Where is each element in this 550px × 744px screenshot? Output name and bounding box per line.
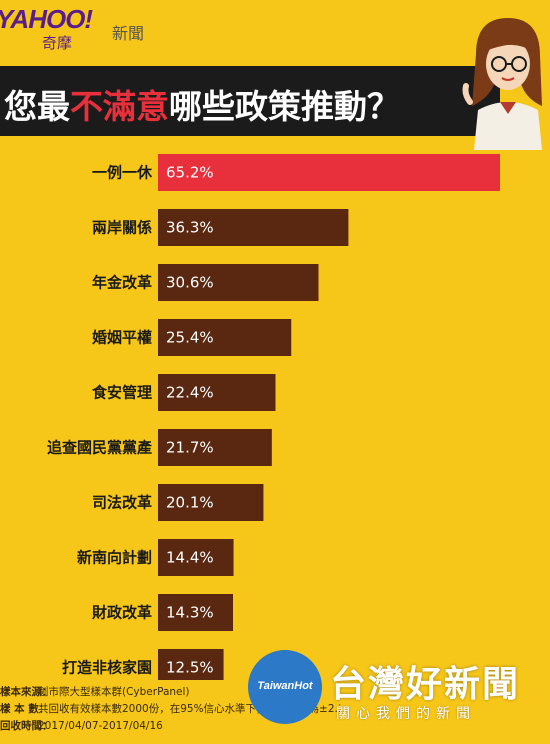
bar-10 (158, 649, 224, 680)
footer-text: 2017/04/07-2017/04/16 (38, 720, 163, 732)
bar-chart: 一例一休 65.2% 兩岸關係 36.3% 年金改革 30.6% 婚姻平權 25.4% 食安管理… (47, 154, 500, 680)
value-label: 14.3% (166, 604, 214, 622)
title-suffix: 哪些政策推動？ (169, 87, 400, 126)
value-label: 20.1% (166, 494, 214, 512)
bar-7 (158, 484, 264, 521)
chart-title: 您最不滿意哪些政策推動？ (4, 80, 400, 128)
category-label: 兩岸關係 (92, 219, 152, 237)
value-label: 21.7% (166, 439, 214, 457)
watermark-logo-icon (248, 650, 322, 724)
value-label: 36.3% (166, 219, 214, 237)
bar-4 (158, 319, 292, 356)
footer-line-date: 回收時間：2017/04/07-2017/04/16 (0, 718, 340, 735)
category-label: 司法改革 (92, 494, 152, 512)
category-label: 年金改革 (92, 274, 152, 292)
bar-3 (158, 264, 319, 301)
bar-5 (158, 374, 276, 411)
bar-8 (158, 539, 234, 576)
title-highlight: 不滿意 (70, 87, 169, 126)
value-label: 30.6% (166, 274, 214, 292)
mascot-illustration-icon (462, 18, 542, 150)
watermark-subtitle: 關心我們的新聞 (336, 706, 476, 722)
value-label: 22.4% (166, 384, 214, 402)
value-label: 25.4% (166, 329, 214, 347)
category-label: 財政改革 (91, 604, 152, 622)
footer-line-source: 樣本來源：創市際大型樣本群(CyberPanel) (0, 684, 340, 701)
value-label: 12.5% (166, 659, 214, 677)
bar-1 (158, 154, 500, 191)
section-label: 新聞 (112, 24, 145, 43)
category-label: 打造非核家園 (62, 659, 152, 677)
yahoo-logo: YAHOO! (0, 4, 93, 34)
category-label: 婚姻平權 (92, 329, 152, 347)
category-label: 追查國民黨黨產 (47, 439, 152, 457)
watermark-circle-text: TaiwanHot (257, 680, 313, 692)
yahoo-logo-sub: 奇摩 (42, 34, 73, 52)
footer-label: 樣本來源： (0, 686, 53, 698)
header: YAHOO! 奇摩 新聞 (0, 0, 550, 60)
title-band (0, 66, 500, 136)
bar-9 (158, 594, 234, 631)
bar-6 (158, 429, 272, 466)
category-label: 一例一休 (92, 164, 153, 182)
bar-2 (158, 209, 349, 246)
footer-label: 樣 本 數： (0, 703, 50, 715)
category-label: 新南向計劃 (77, 549, 152, 567)
value-label: 65.2% (166, 164, 214, 182)
watermark-title: 台灣好新聞 (330, 664, 521, 705)
category-label: 食安管理 (92, 384, 152, 402)
title-prefix: 您最 (4, 87, 70, 126)
value-label: 14.4% (166, 549, 214, 567)
footer-label: 回收時間： (0, 720, 53, 732)
footer-text: 創市際大型樣本群(CyberPanel) (38, 686, 190, 698)
